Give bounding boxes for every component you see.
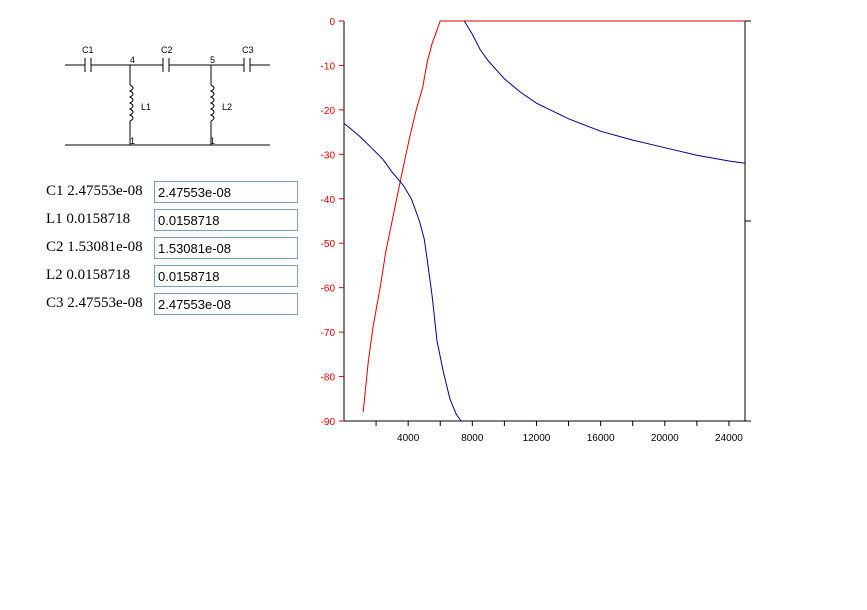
c2-value-field[interactable] [154, 237, 298, 259]
l2-value-field[interactable] [154, 265, 298, 287]
c1-value-field[interactable] [154, 181, 298, 203]
x-tick-label: 12000 [523, 433, 551, 444]
x-tick-label: 8000 [461, 433, 484, 444]
node-label-5: 5 [210, 55, 215, 65]
y-tick-label: -40 [321, 195, 336, 206]
node-label-1b: 1 [210, 136, 215, 146]
component-label: L1 0.0158718 [46, 211, 131, 227]
inductor-label-l2: L2 [222, 102, 232, 112]
y-tick-label: -50 [321, 239, 336, 250]
component-label: L2 0.0158718 [46, 267, 131, 283]
y-tick-label: -30 [321, 150, 336, 161]
x-tick-label: 24000 [715, 433, 743, 444]
y-tick-label: -80 [321, 373, 336, 384]
x-tick-label: 4000 [397, 433, 420, 444]
series-line-2 [343, 122, 462, 422]
y-tick-label: 0 [329, 17, 335, 28]
node-label-4: 4 [130, 55, 135, 65]
component-label: C3 2.47553e-08 [46, 295, 143, 311]
c3-value-field[interactable] [154, 293, 298, 315]
cap-label-c3: C3 [242, 45, 254, 55]
series-line-1 [362, 20, 745, 413]
y-tick-label: -10 [321, 61, 336, 72]
cap-label-c2: C2 [161, 45, 173, 55]
l1-value-field[interactable] [154, 209, 298, 231]
y-tick-label: -60 [321, 284, 336, 295]
circuit-schematic: C1 C2 C3 L1 L2 4 5 1 1 [65, 45, 270, 146]
x-tick-label: 20000 [651, 433, 679, 444]
component-label: C1 2.47553e-08 [46, 183, 143, 199]
component-label: C2 1.53081e-08 [46, 239, 143, 255]
inductor-label-l1: L1 [141, 102, 151, 112]
cap-label-c1: C1 [82, 45, 94, 55]
y-tick-label: -90 [321, 417, 336, 428]
y-tick-label: -70 [321, 328, 336, 339]
y-tick-label: -20 [321, 106, 336, 117]
x-tick-label: 16000 [587, 433, 615, 444]
node-label-1a: 1 [130, 136, 135, 146]
series-line-3 [463, 20, 746, 164]
